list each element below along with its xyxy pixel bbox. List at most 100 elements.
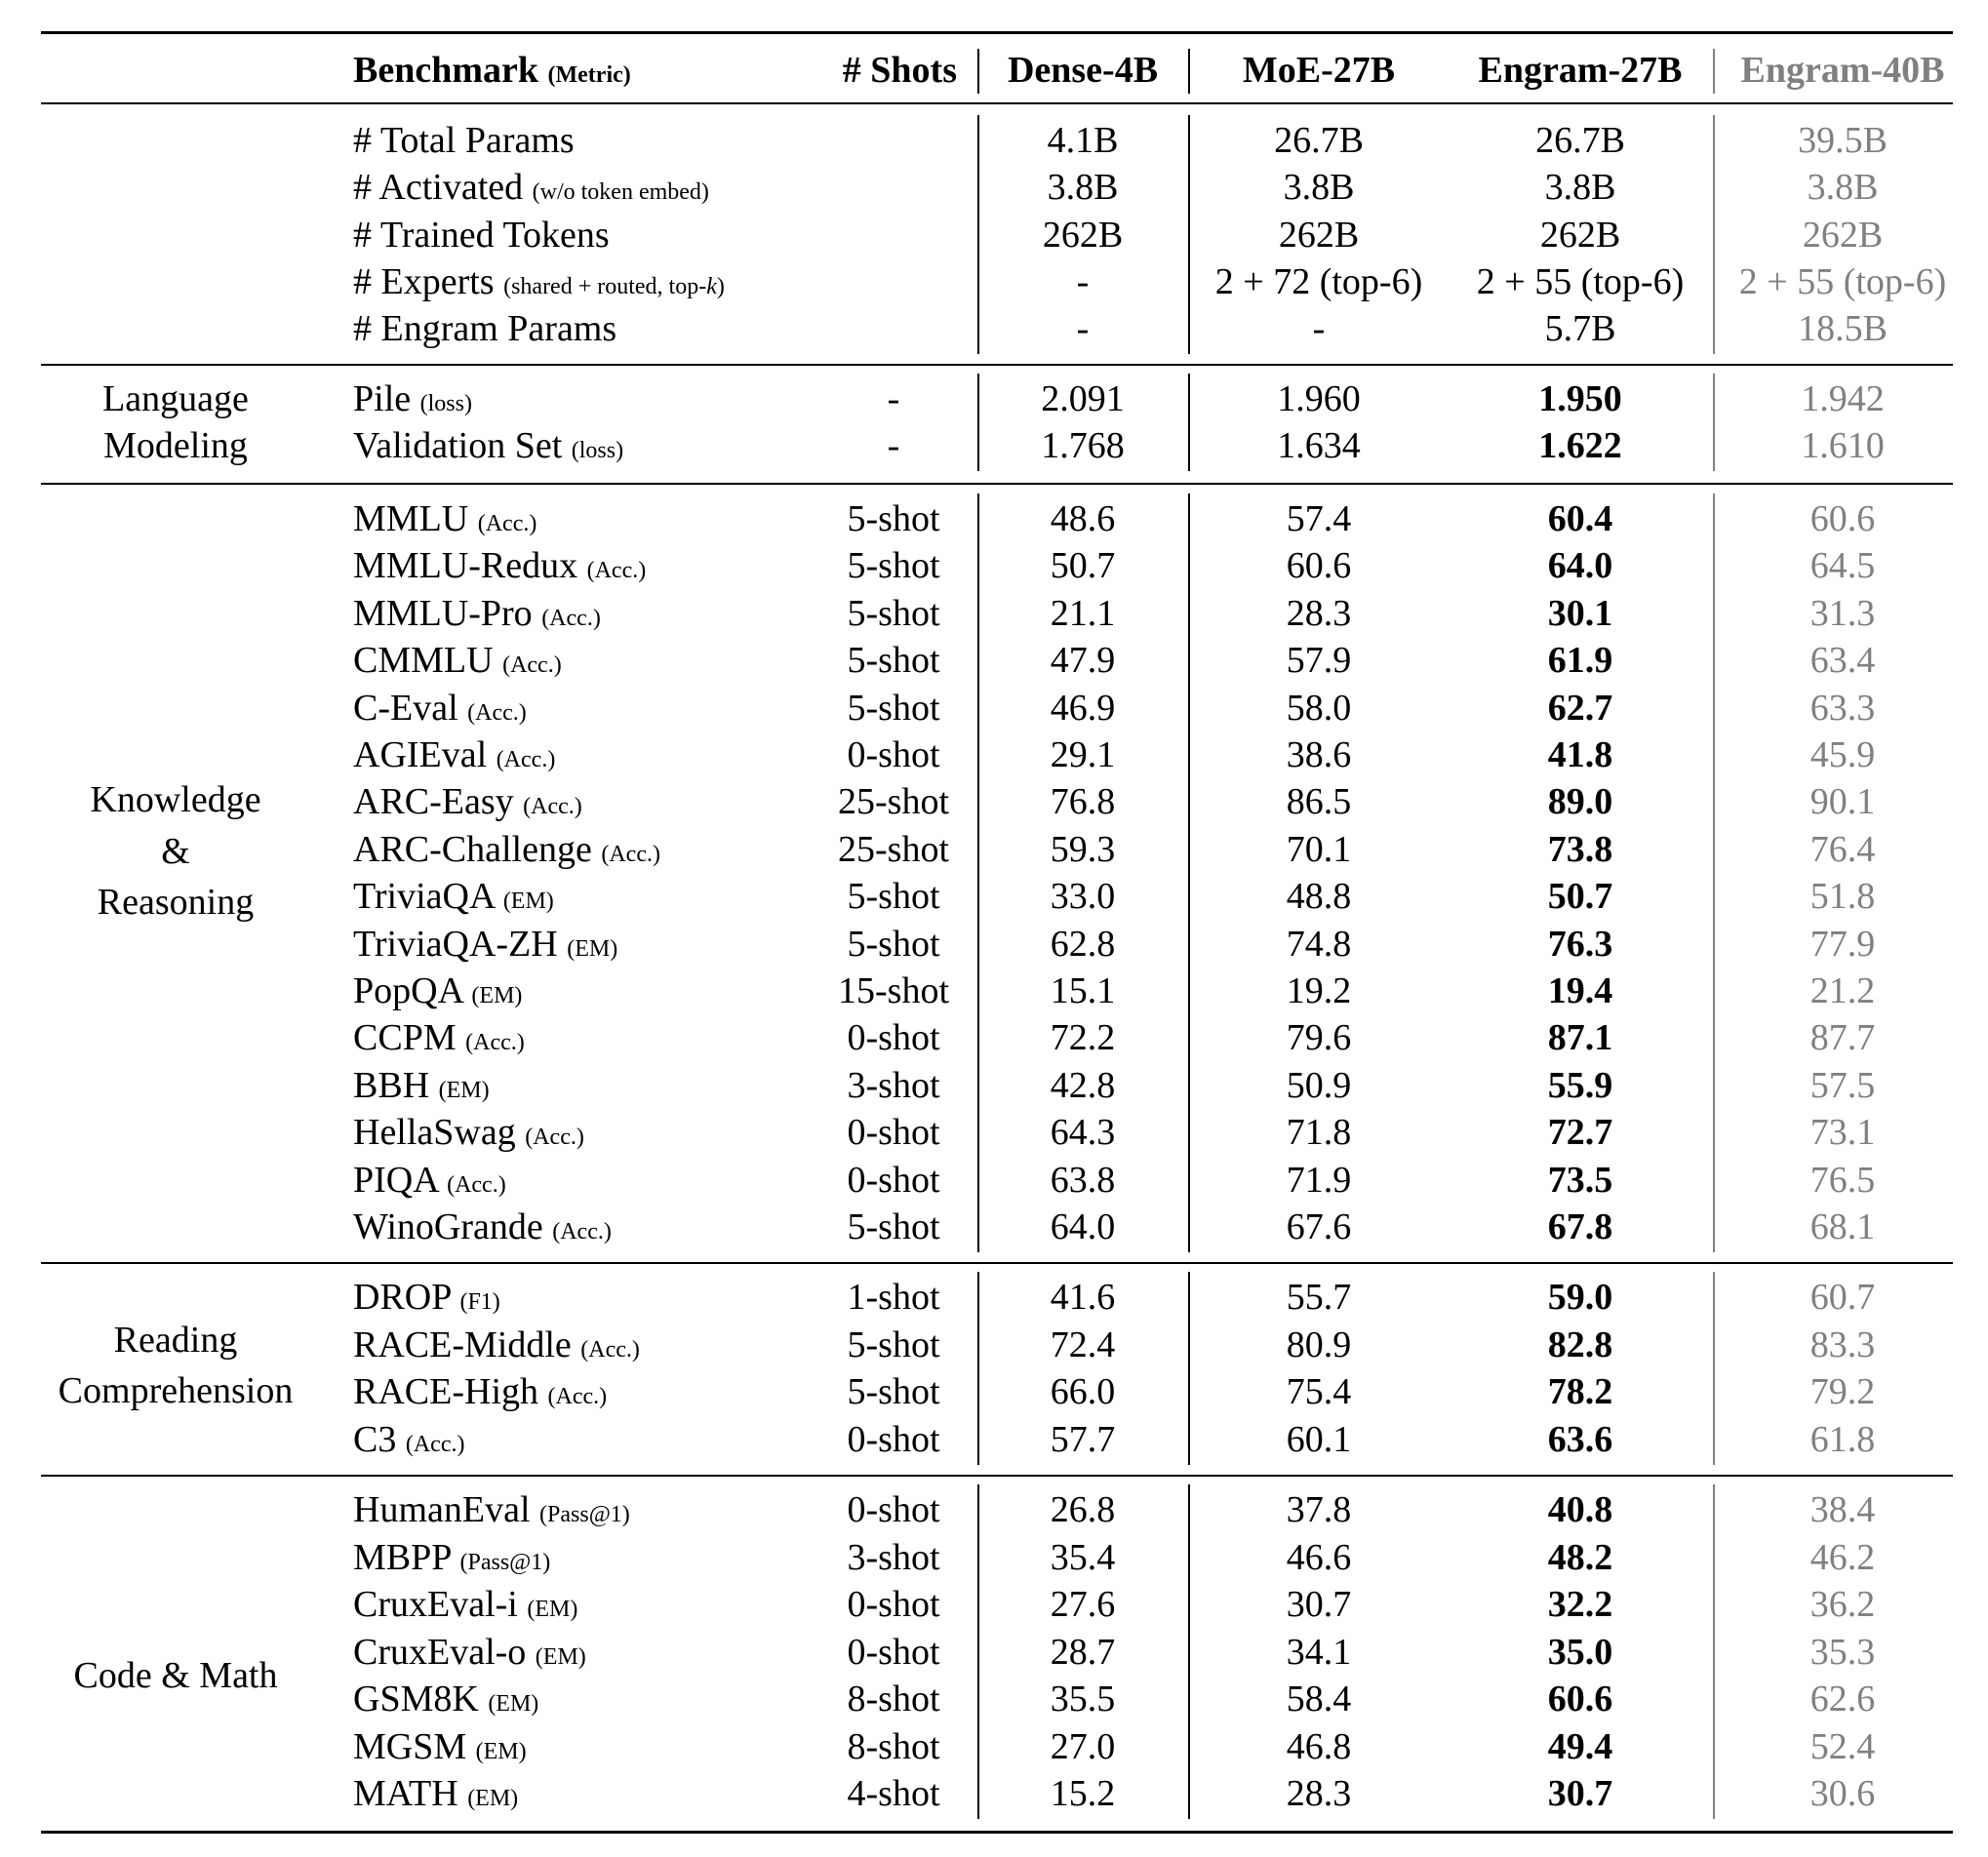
column-divider: [1713, 1272, 1715, 1466]
engram-40b-value: 64.5: [1809, 545, 1876, 587]
header-divider: [1188, 49, 1190, 94]
benchmark-label: MMLU-Pro: [353, 592, 533, 634]
header-dense-4b: Dense-4B: [1007, 50, 1159, 91]
moe-27b-value: 57.9: [1286, 640, 1352, 682]
shots-value: -: [887, 378, 900, 419]
benchmark-label: BBH: [353, 1064, 430, 1106]
category-label: Knowledge: [90, 779, 261, 820]
benchmark-label: DROP: [353, 1277, 451, 1318]
engram-27b-value: 1.622: [1538, 425, 1622, 466]
category-label: Language: [102, 378, 249, 419]
benchmark-name: # Total Params: [353, 117, 575, 164]
dense-4b-value: 48.6: [1050, 498, 1116, 539]
benchmark-label: ARC-Challenge: [353, 828, 592, 870]
header-divider: [1713, 49, 1715, 94]
metric-label: (shared + routed, top-k): [503, 273, 725, 299]
shots-value: 1-shot: [847, 1277, 940, 1318]
header-engram-27b: Engram-27B: [1478, 50, 1683, 91]
engram-40b-value: 63.3: [1809, 687, 1876, 729]
metric-label: (Acc.): [523, 794, 582, 820]
engram-40b-value: 21.2: [1809, 970, 1876, 1011]
dense-4b-value: 262B: [1042, 214, 1124, 256]
dense-4b-value: 72.2: [1050, 1017, 1116, 1059]
engram-27b-value: 72.7: [1547, 1112, 1613, 1154]
engram-27b-value: 73.8: [1547, 828, 1613, 870]
dense-4b-value: 28.7: [1050, 1631, 1116, 1673]
benchmark-name: CruxEval-i (EM): [353, 1581, 577, 1628]
shots-value: 15-shot: [838, 970, 949, 1011]
benchmark-label: # Experts: [353, 260, 495, 302]
engram-27b-value: 78.2: [1547, 1371, 1613, 1413]
metric-label: (w/o token embed): [532, 179, 709, 206]
benchmark-name: MMLU (Acc.): [353, 495, 537, 542]
benchmark-label: TriviaQA: [353, 876, 495, 918]
shots-value: 0-shot: [847, 1631, 940, 1673]
engram-27b-value: 60.6: [1547, 1679, 1613, 1719]
engram-40b-value: 76.4: [1809, 828, 1876, 870]
shots-value: 25-shot: [838, 781, 949, 823]
metric-label: (Acc.): [541, 605, 601, 631]
moe-27b-value: 70.1: [1286, 828, 1352, 870]
benchmark-label: # Engram Params: [353, 308, 617, 350]
benchmark-label: HumanEval: [353, 1489, 531, 1530]
dense-4b-value: -: [1076, 260, 1090, 302]
benchmark-name: MGSM (EM): [353, 1723, 527, 1770]
moe-27b-value: 38.6: [1286, 734, 1352, 775]
benchmark-name: RACE-Middle (Acc.): [353, 1322, 640, 1368]
shots-value: 0-shot: [847, 1489, 940, 1530]
column-divider: [1188, 115, 1190, 355]
engram-27b-value: 60.4: [1547, 498, 1613, 539]
engram-27b-value: 26.7B: [1535, 120, 1625, 161]
moe-27b-value: 37.8: [1286, 1489, 1352, 1530]
metric-label: (Acc.): [580, 1336, 640, 1363]
engram-40b-value: 62.6: [1809, 1679, 1876, 1719]
shots-value: 0-shot: [847, 1112, 940, 1154]
benchmark-label: ARC-Easy: [353, 781, 514, 823]
moe-27b-value: 28.3: [1286, 592, 1352, 634]
engram-40b-value: 73.1: [1809, 1112, 1876, 1154]
dense-4b-value: 21.1: [1050, 592, 1116, 634]
shots-value: 5-shot: [847, 876, 940, 918]
shots-value: 3-shot: [847, 1536, 940, 1578]
moe-27b-value: 2 + 72 (top-6): [1214, 260, 1423, 302]
benchmark-name: MBPP (Pass@1): [353, 1534, 550, 1581]
benchmark-name: DROP (F1): [353, 1274, 500, 1321]
benchmark-name: Pile (loss): [353, 375, 472, 422]
benchmark-label: CruxEval-i: [353, 1584, 518, 1625]
benchmark-label: CMMLU: [353, 640, 494, 682]
column-divider: [1713, 115, 1715, 355]
shots-value: 5-shot: [847, 592, 940, 634]
dense-4b-value: 15.1: [1050, 970, 1116, 1011]
benchmark-name: CCPM (Acc.): [353, 1014, 525, 1061]
metric-label: (EM): [567, 935, 618, 962]
shots-value: 5-shot: [847, 498, 940, 539]
dense-4b-value: 35.4: [1050, 1536, 1116, 1578]
metric-label: (Acc.): [525, 1125, 584, 1151]
column-divider: [1713, 374, 1715, 471]
metric-label: (Acc.): [467, 699, 527, 726]
benchmark-name: TriviaQA (EM): [353, 873, 554, 920]
benchmark-label: AGIEval: [353, 734, 488, 775]
engram-40b-value: 63.4: [1809, 640, 1876, 682]
engram-40b-value: 83.3: [1809, 1324, 1876, 1365]
dense-4b-value: 1.768: [1041, 425, 1125, 466]
metric-label: (Acc.): [552, 1219, 612, 1245]
dense-4b-value: 50.7: [1050, 545, 1116, 587]
engram-40b-value: 46.2: [1809, 1536, 1876, 1578]
dense-4b-value: 66.0: [1050, 1371, 1116, 1413]
dense-4b-value: 15.2: [1050, 1773, 1116, 1814]
benchmark-label: MGSM: [353, 1725, 467, 1767]
metric-label: (loss): [419, 391, 472, 416]
moe-27b-value: 60.1: [1286, 1419, 1352, 1461]
engram-27b-value: 55.9: [1547, 1064, 1613, 1106]
engram-40b-value: 60.7: [1809, 1277, 1876, 1318]
column-divider: [977, 115, 979, 355]
engram-40b-value: 79.2: [1809, 1371, 1876, 1413]
engram-27b-value: 48.2: [1547, 1536, 1613, 1578]
metric-label: (Acc.): [502, 652, 562, 679]
shots-value: 8-shot: [847, 1725, 940, 1767]
column-divider: [1188, 1484, 1190, 1819]
group-rule: [41, 483, 1953, 485]
benchmark-name: BBH (EM): [353, 1062, 490, 1109]
moe-27b-value: 74.8: [1286, 923, 1352, 965]
